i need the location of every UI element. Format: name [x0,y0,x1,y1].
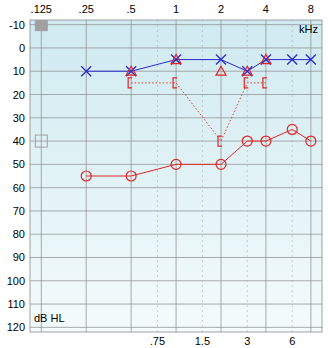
marker [261,55,271,65]
y-tick-label: 10 [13,65,25,77]
x-grid-line [265,20,266,332]
marker [287,55,297,65]
marker [126,66,136,76]
marker [171,55,181,64]
marker [242,136,252,146]
marker [35,20,47,31]
series [126,55,271,76]
marker [242,66,252,75]
x-grid-line [310,20,311,332]
series [81,124,316,181]
marker [216,66,226,75]
x2-tick-label: 1.5 [195,335,210,347]
y-tick-label: 60 [13,182,25,194]
x-tick-label: .125 [31,3,52,15]
marker [171,159,181,169]
y-tick-label: 120 [7,321,25,333]
marker [261,55,271,64]
y-tick-label: 40 [13,135,25,147]
series-line [86,129,311,176]
marker [128,78,132,88]
x2-tick-label: 3 [244,335,250,347]
marker [218,136,222,146]
marker [263,78,267,88]
marker [126,171,136,181]
x2-grid-line [157,20,158,332]
marker [306,55,316,65]
y-tick-label: -10 [9,19,25,31]
y-axis-label: dB HL [34,312,65,324]
marker [287,124,297,134]
x-tick-label: .25 [79,3,94,15]
marker [81,171,91,181]
marker [261,136,271,146]
series [81,55,316,77]
marker [81,66,91,76]
y-tick-label: 80 [13,228,25,240]
y-tick-label: 0 [19,42,25,54]
x-tick-label: 8 [308,3,314,15]
x-tick-label: .5 [127,3,136,15]
series [35,20,47,31]
series [128,78,267,146]
x-axis-label: kHz [299,23,318,35]
x-tick-label: 1 [173,3,179,15]
marker [242,66,252,76]
marker [216,55,226,65]
marker [216,159,226,169]
plot-background [30,20,322,332]
y-tick-label: 30 [13,112,25,124]
x-tick-label: 4 [263,3,269,15]
x2-tick-label: .75 [150,335,165,347]
x-grid-line [176,20,177,332]
marker [35,135,47,147]
marker [171,55,181,65]
x2-tick-label: 6 [289,335,295,347]
series [35,135,47,147]
x-grid-line [41,20,42,332]
y-tick-label: 50 [13,158,25,170]
x2-grid-line [292,20,293,332]
data [35,20,316,181]
marker [126,66,136,75]
y-tick-label: 110 [7,298,25,310]
y-tick-label: 100 [7,275,25,287]
series-line [86,60,311,72]
audiogram: -10 0 10 20 30 40 50 60 70 80 90 100 110 120 .125 .25 .5… [0,0,328,348]
plot-frame [30,20,322,332]
marker [306,136,316,146]
x2-grid-line [202,20,203,332]
marker [173,78,177,88]
marker [244,78,248,88]
x-tick-label: 2 [218,3,224,15]
series-line [131,83,266,141]
y-tick-label: 70 [13,205,25,217]
y-tick-label: 90 [13,251,25,263]
y-tick-label: 20 [13,89,25,101]
grid [30,20,322,332]
